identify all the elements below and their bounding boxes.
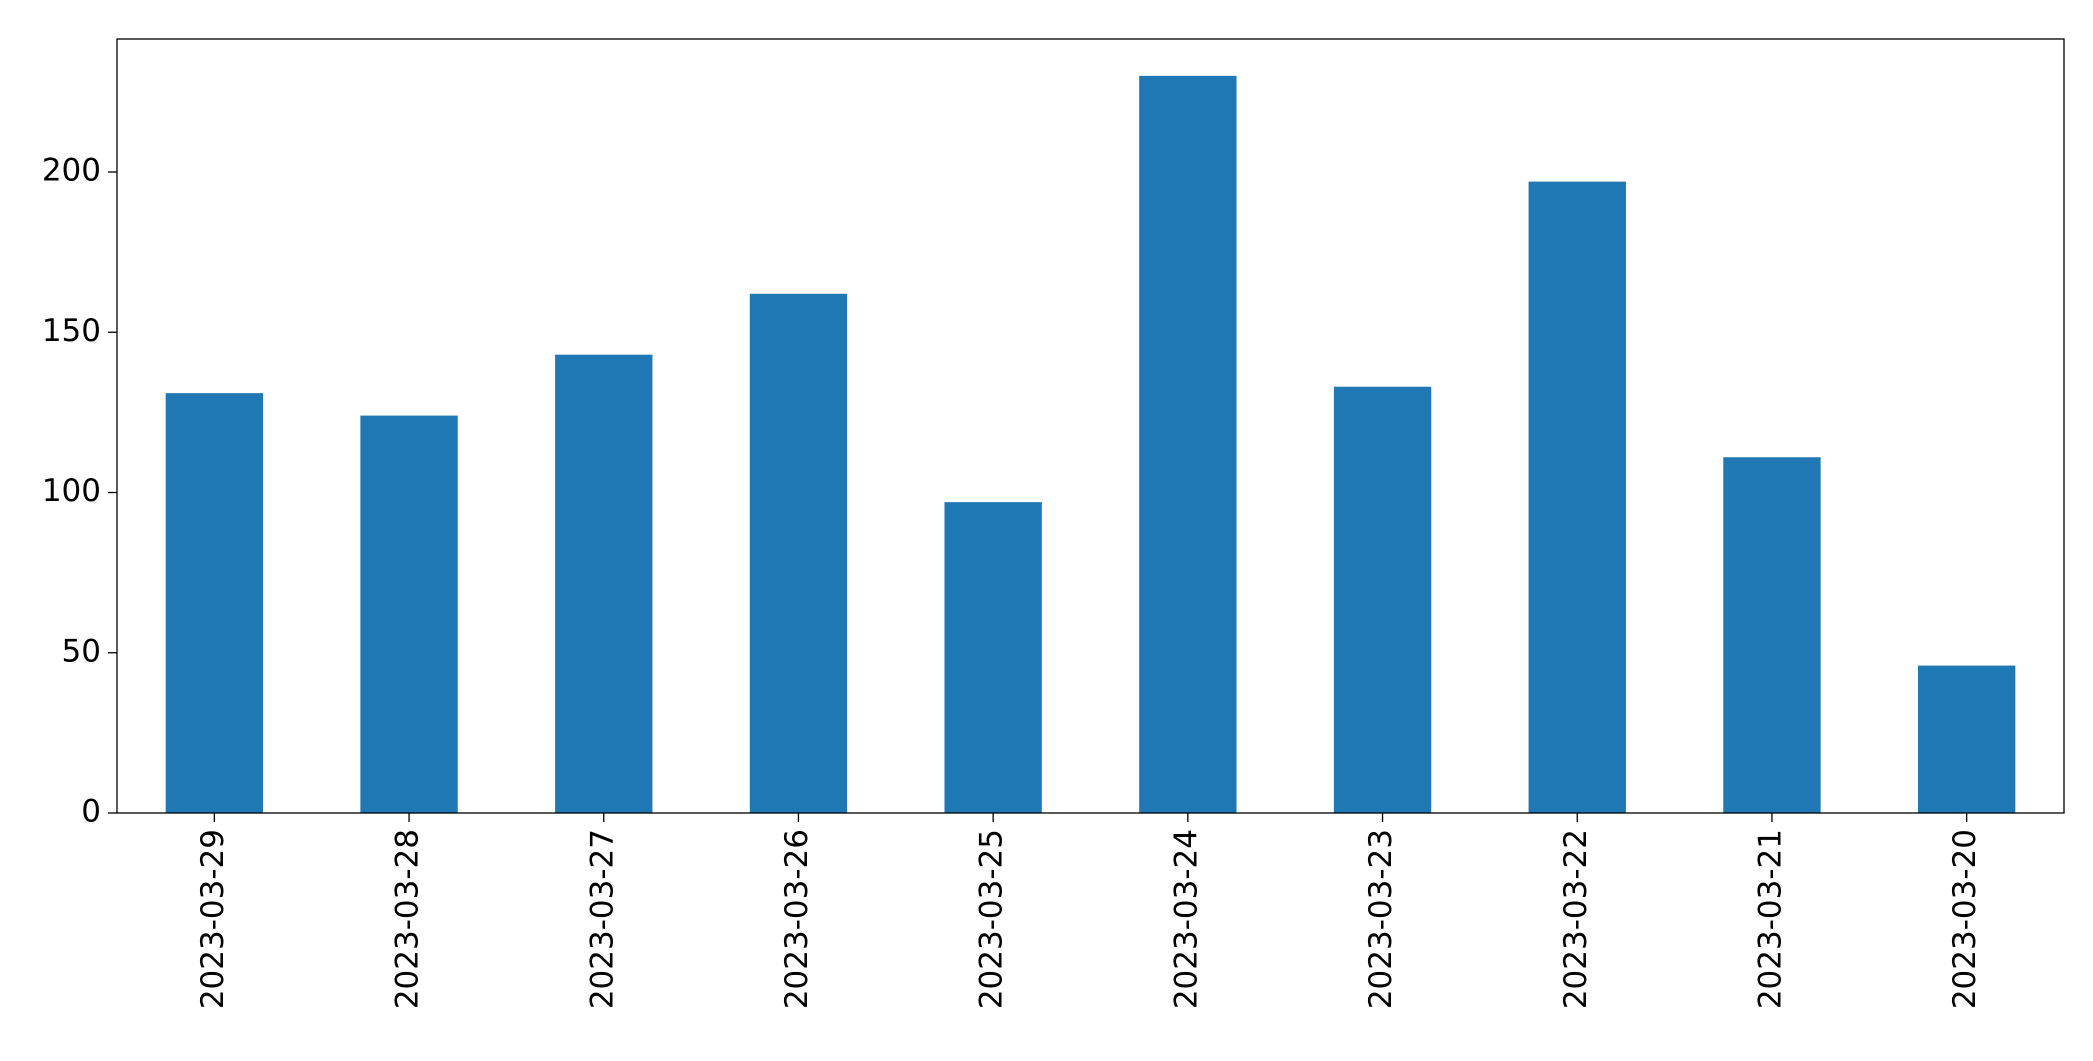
y-tick-label: 200	[42, 153, 101, 189]
bar	[165, 393, 264, 813]
y-tick-label: 0	[81, 794, 101, 830]
x-tick-label: 2023-03-23	[1363, 829, 1399, 1009]
x-tick-label: 2023-03-29	[195, 829, 231, 1009]
x-tick-label: 2023-03-24	[1168, 829, 1204, 1009]
y-tick-label: 150	[42, 313, 101, 349]
x-tick-label: 2023-03-26	[779, 829, 815, 1009]
bar	[1333, 386, 1432, 813]
x-tick-label: 2023-03-21	[1752, 829, 1788, 1009]
y-tick-label: 100	[42, 473, 101, 509]
x-tick-label: 2023-03-25	[974, 829, 1010, 1009]
bar	[944, 502, 1042, 813]
x-tick-label: 2023-03-20	[1947, 829, 1983, 1009]
bar	[360, 415, 458, 813]
x-tick-label: 2023-03-22	[1558, 829, 1594, 1009]
y-tick-label: 50	[62, 633, 101, 669]
bar	[1723, 457, 1821, 813]
bar	[1917, 665, 2016, 813]
plot-frame	[116, 38, 2065, 814]
bar	[749, 293, 848, 813]
x-tick-label: 2023-03-27	[584, 829, 620, 1009]
bar	[1139, 75, 1237, 814]
x-tick-label: 2023-03-28	[390, 829, 426, 1009]
bar	[1528, 181, 1626, 814]
bar	[555, 354, 653, 813]
